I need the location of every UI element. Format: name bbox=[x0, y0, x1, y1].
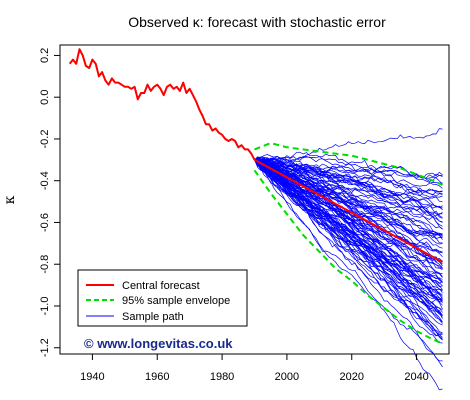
sample-path-line bbox=[254, 159, 443, 223]
y-tick-label: 0.0 bbox=[39, 90, 51, 105]
x-tick-label: 1940 bbox=[80, 371, 104, 383]
sample-path-line bbox=[254, 158, 443, 240]
legend: Central forecast 95% sample envelope Sam… bbox=[77, 269, 248, 327]
y-tick-label: -0.8 bbox=[39, 255, 51, 274]
x-tick-label: 2040 bbox=[404, 371, 428, 383]
legend-label-envelope: 95% sample envelope bbox=[122, 295, 230, 307]
sample-path-line bbox=[254, 159, 443, 197]
envelope-lower-line bbox=[253, 169, 443, 345]
sample-path-line bbox=[254, 159, 443, 341]
sample-path-line bbox=[254, 159, 443, 271]
sample-path-line bbox=[254, 159, 443, 340]
sample-path-line bbox=[254, 159, 443, 209]
sample-path-line bbox=[254, 159, 443, 278]
legend-label-sample: Sample path bbox=[122, 311, 184, 323]
x-tick-label: 2020 bbox=[340, 371, 364, 383]
y-tick-label: -0.4 bbox=[39, 171, 51, 190]
x-tick-label: 2000 bbox=[275, 371, 299, 383]
sample-path-line bbox=[254, 159, 443, 217]
y-tick-label: -0.2 bbox=[39, 130, 51, 149]
sample-paths-layer bbox=[254, 128, 443, 391]
sample-path-line bbox=[254, 156, 443, 219]
sample-path-line bbox=[254, 159, 443, 287]
y-tick-label: -1.0 bbox=[39, 297, 51, 316]
sample-path-line bbox=[254, 159, 443, 198]
sample-path-line bbox=[254, 159, 443, 334]
y-axis: 0.2 0.0 -0.2 -0.4 -0.6 -0.8 -1.0 -1.2 bbox=[39, 48, 61, 357]
watermark-text: © www.longevitas.co.uk bbox=[84, 336, 233, 351]
sample-path-line bbox=[254, 159, 443, 287]
sample-path-line bbox=[254, 159, 443, 335]
observed-line bbox=[68, 48, 256, 161]
sample-path-line bbox=[254, 159, 443, 391]
legend-box bbox=[77, 269, 248, 327]
sample-path-line bbox=[254, 128, 443, 164]
x-axis: 1940 1960 1980 2000 2020 2040 bbox=[80, 353, 429, 383]
sample-path-line bbox=[254, 156, 443, 262]
sample-path-line bbox=[254, 159, 443, 230]
y-tick-label: -0.6 bbox=[39, 213, 51, 232]
sample-path-line bbox=[254, 159, 443, 362]
sample-path-line bbox=[254, 156, 443, 180]
sample-path-line bbox=[254, 159, 443, 230]
y-tick-label: -1.2 bbox=[39, 338, 51, 357]
sample-path-line bbox=[254, 159, 443, 311]
sample-path-line bbox=[254, 159, 443, 291]
chart-title: Observed κ: forecast with stochastic err… bbox=[128, 14, 386, 30]
legend-label-central: Central forecast bbox=[122, 280, 200, 292]
sample-path-line bbox=[254, 158, 443, 234]
envelope-layer bbox=[253, 142, 443, 345]
y-tick-label: 0.2 bbox=[39, 48, 51, 63]
central-forecast-line bbox=[254, 158, 443, 263]
envelope-upper-line bbox=[254, 142, 443, 186]
sample-path-line bbox=[254, 159, 443, 310]
sample-path-line bbox=[254, 159, 443, 185]
x-tick-label: 1980 bbox=[210, 371, 234, 383]
red-lines-layer bbox=[68, 48, 443, 263]
sample-path-line bbox=[254, 157, 443, 218]
y-axis-label: κ bbox=[2, 195, 18, 204]
x-tick-label: 1960 bbox=[145, 371, 169, 383]
